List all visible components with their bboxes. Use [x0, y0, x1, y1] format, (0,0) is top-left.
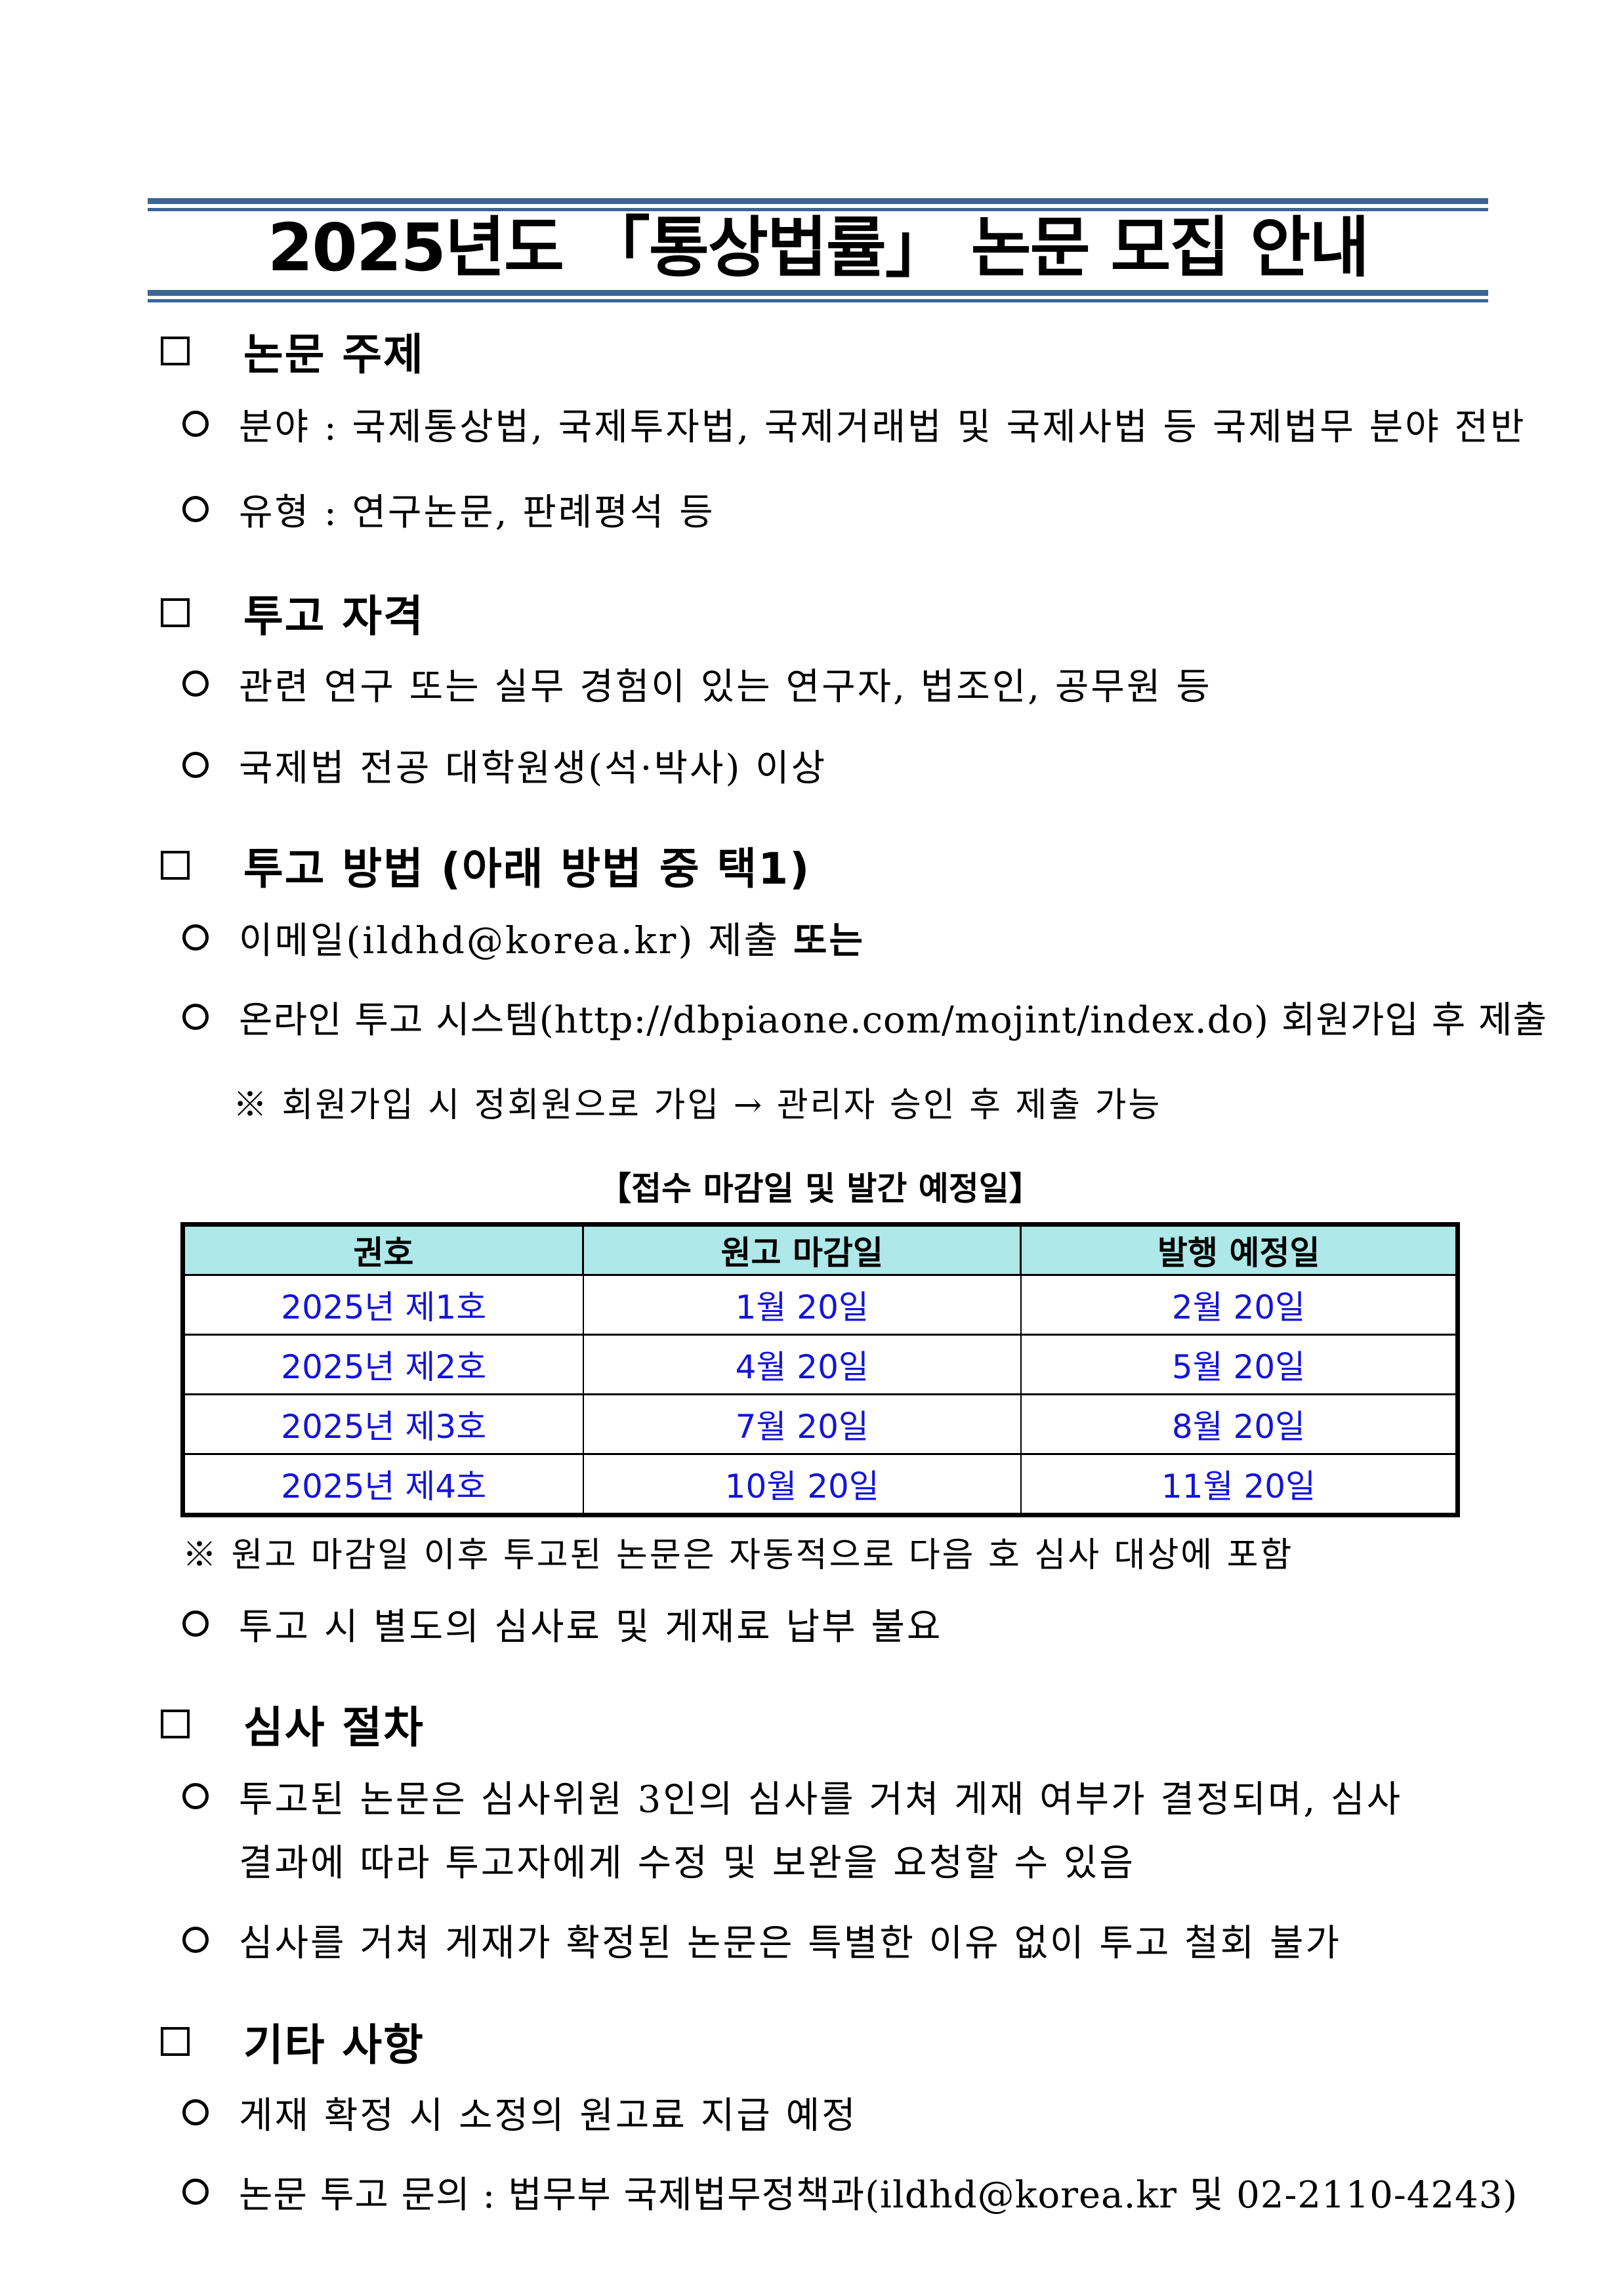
checkbox-square-icon — [161, 851, 190, 880]
list-item: 게재 확정 시 소정의 원고료 지급 예정 — [182, 2086, 858, 2139]
circle-bullet-icon — [182, 670, 209, 697]
section-heading: 기타 사항 — [243, 2020, 425, 2070]
cell-deadline: 10월 20일 — [582, 1453, 1022, 1516]
list-item: 이메일(ildhd@korea.kr) 제출 또는 — [182, 911, 865, 964]
list-item: 투고 시 별도의 심사료 및 게재료 납부 불요 — [182, 1597, 942, 1650]
circle-bullet-icon — [182, 411, 209, 437]
cell-issue: 2025년 제2호 — [182, 1334, 584, 1395]
section-heading: 논문 주제 — [243, 329, 425, 380]
item-text: 온라인 투고 시스템(http://dbpiaone.com/mojint/in… — [239, 998, 1548, 1042]
table-row: 2025년 제2호 4월 20일 5월 20일 — [182, 1334, 1459, 1395]
section-etc: 기타 사항 — [161, 2015, 425, 2070]
checkbox-square-icon — [161, 337, 190, 365]
item-text: 분야 : 국제통상법, 국제투자법, 국제거래법 및 국제사법 등 국제법무 분… — [239, 405, 1526, 449]
section-review: 심사 절차 — [161, 1698, 425, 1753]
cell-issue: 2025년 제1호 — [182, 1274, 584, 1336]
table-header-row: 권호 원고 마감일 발행 예정일 — [182, 1223, 1459, 1276]
top-rule-thin — [148, 208, 1488, 211]
cell-publication: 5월 20일 — [1020, 1334, 1459, 1395]
section-method: 투고 방법 (아래 방법 중 택1) — [161, 839, 810, 894]
checkbox-square-icon — [161, 598, 190, 627]
header-publication: 발행 예정일 — [1020, 1223, 1459, 1276]
cell-publication: 8월 20일 — [1020, 1393, 1459, 1455]
cell-publication: 11월 20일 — [1020, 1453, 1459, 1516]
circle-bullet-icon — [182, 1004, 209, 1030]
section-topic: 논문 주제 — [161, 325, 425, 380]
header-issue: 권호 — [182, 1223, 584, 1276]
circle-bullet-icon — [182, 2179, 209, 2205]
list-item-continuation: 결과에 따라 투고자에게 수정 및 보완을 요청할 수 있음 — [239, 1841, 1135, 1885]
item-text: 논문 투고 문의 : 법무부 국제법무정책과(ildhd@korea.kr 및 … — [239, 2173, 1518, 2217]
item-text: 이메일(ildhd@korea.kr) 제출 — [239, 919, 780, 962]
circle-bullet-icon — [182, 2099, 209, 2125]
circle-bullet-icon — [182, 1927, 209, 1953]
list-item: 온라인 투고 시스템(http://dbpiaone.com/mojint/in… — [182, 991, 1547, 1043]
table-row: 2025년 제4호 10월 20일 11월 20일 — [182, 1453, 1459, 1516]
item-text: 심사를 거쳐 게재가 확정된 논문은 특별한 이유 없이 투고 철회 불가 — [239, 1921, 1342, 1965]
list-item: 투고된 논문은 심사위원 3인의 심사를 거쳐 게재 여부가 결정되며, 심사 — [182, 1770, 1402, 1822]
checkbox-square-icon — [161, 2027, 190, 2056]
schedule-table: 권호 원고 마감일 발행 예정일 2025년 제1호 1월 20일 2월 20일… — [180, 1222, 1460, 1517]
top-rule-thick — [148, 198, 1488, 204]
cell-issue: 2025년 제4호 — [182, 1453, 584, 1516]
page-title: 2025년도 「통상법률」 논문 모집 안내 — [267, 209, 1370, 286]
circle-bullet-icon — [182, 1610, 209, 1637]
section-eligibility: 투고 자격 — [161, 586, 425, 642]
list-item: 분야 : 국제통상법, 국제투자법, 국제거래법 및 국제사법 등 국제법무 분… — [182, 398, 1526, 450]
item-text: 국제법 전공 대학원생(석·박사) 이상 — [239, 747, 827, 790]
section-heading: 심사 절차 — [243, 1702, 425, 1753]
section-heading: 투고 자격 — [243, 591, 425, 642]
schedule-caption: 【접수 마감일 및 발간 예정일】 — [598, 1170, 1042, 1208]
circle-bullet-icon — [182, 496, 209, 522]
cell-publication: 2월 20일 — [1020, 1274, 1459, 1336]
checkbox-square-icon — [161, 1710, 190, 1738]
circle-bullet-icon — [182, 1783, 209, 1809]
cell-deadline: 1월 20일 — [582, 1274, 1022, 1336]
cell-deadline: 7월 20일 — [582, 1393, 1022, 1455]
item-text: 유형 : 연구논문, 판례평석 등 — [239, 491, 715, 534]
signup-note: ※ 회원가입 시 정회원으로 가입 → 관리자 승인 후 제출 가능 — [233, 1085, 1162, 1125]
item-bold-text: 또는 — [793, 919, 865, 962]
list-item: 심사를 거쳐 게재가 확정된 논문은 특별한 이유 없이 투고 철회 불가 — [182, 1914, 1341, 1966]
header-deadline: 원고 마감일 — [581, 1223, 1022, 1276]
cell-deadline: 4월 20일 — [582, 1334, 1022, 1395]
cell-issue: 2025년 제3호 — [182, 1393, 584, 1455]
schedule-note: ※ 원고 마감일 이후 투고된 논문은 자동적으로 다음 호 심사 대상에 포함 — [182, 1535, 1294, 1575]
list-item: 논문 투고 문의 : 법무부 국제법무정책과(ildhd@korea.kr 및 … — [182, 2165, 1518, 2218]
circle-bullet-icon — [182, 924, 209, 951]
list-item: 관련 연구 또는 실무 경험이 있는 연구자, 법조인, 공무원 등 — [182, 657, 1212, 710]
list-item: 유형 : 연구논문, 판례평석 등 — [182, 483, 715, 535]
item-text: 투고 시 별도의 심사료 및 게재료 납부 불요 — [239, 1605, 943, 1649]
table-row: 2025년 제1호 1월 20일 2월 20일 — [182, 1274, 1459, 1336]
item-text: 게재 확정 시 소정의 원고료 지급 예정 — [239, 2094, 858, 2137]
circle-bullet-icon — [182, 752, 209, 778]
item-text: 투고된 논문은 심사위원 3인의 심사를 거쳐 게재 여부가 결정되며, 심사 — [239, 1778, 1403, 1821]
bottom-rule-thick — [148, 290, 1488, 296]
item-text: 관련 연구 또는 실무 경험이 있는 연구자, 법조인, 공무원 등 — [239, 665, 1212, 708]
bottom-rule-thin — [148, 299, 1488, 302]
list-item: 국제법 전공 대학원생(석·박사) 이상 — [182, 739, 827, 791]
section-heading: 투고 방법 (아래 방법 중 택1) — [243, 844, 811, 894]
table-row: 2025년 제3호 7월 20일 8월 20일 — [182, 1393, 1459, 1455]
